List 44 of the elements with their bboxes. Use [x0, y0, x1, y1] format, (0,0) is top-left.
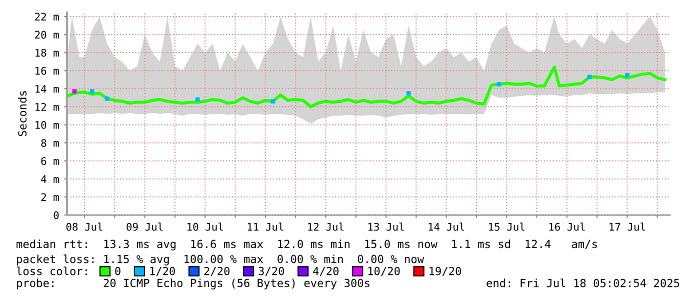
x-tick-label: 08 Jul — [66, 222, 102, 231]
text: probe: 20 ICMP Echo Pings (56 Bytes) every 300s — [17, 278, 370, 290]
text: median rtt: 13.3 ms avg 16.6 ms max 12.0 ms min 15.0 ms now 1.1 ms sd 12.4 am/s — [16, 240, 597, 250]
legend-label: 19/20 — [430, 266, 461, 276]
point — [195, 97, 200, 102]
y-axis-title: Seconds — [18, 91, 27, 136]
text: packet loss: 1.15 % avg 100.00 % max 0.00 % min 0.00 % now — [17, 254, 424, 266]
y-tick-label: 12 m — [36, 102, 59, 111]
legend-label: 10/20 — [368, 266, 400, 276]
point — [625, 72, 630, 78]
x-tick-label: 12 Jul — [308, 222, 344, 231]
legend-title: loss color: — [16, 266, 87, 276]
y-tick-label: 14 m — [36, 85, 59, 93]
x-tick-label: 14 Jul — [428, 222, 464, 231]
y-tick-label: 22 m — [35, 12, 59, 20]
point — [72, 89, 77, 94]
legend-label: 2/20 — [204, 266, 230, 276]
y-tick-label: 8 m — [41, 139, 59, 147]
point — [496, 82, 502, 86]
x-tick-label: 16 Jul — [549, 222, 585, 231]
point — [104, 96, 110, 101]
y-tick-label: 16 m — [36, 66, 59, 75]
y-tick-label: 10 m — [36, 121, 59, 129]
legend-label: 0 — [115, 266, 120, 276]
text: end: Fri Jul 18 05:02:54 2025 — [486, 278, 680, 288]
x-tick-label: 11 Jul — [248, 222, 284, 231]
point — [270, 99, 276, 104]
point — [90, 89, 94, 94]
y-tick-label: 18 m — [36, 48, 59, 57]
x-tick-label: 10 Jul — [188, 222, 223, 231]
x-tick-label: 15 Jul — [489, 222, 524, 231]
legend-label: 1/20 — [150, 266, 175, 276]
x-tick-label: 17 Jul — [610, 222, 646, 231]
x-tick-label: 13 Jul — [368, 222, 404, 231]
legend-label: 3/20 — [258, 266, 284, 276]
point — [406, 91, 411, 96]
legend-label: 4/20 — [313, 266, 339, 276]
y-tick-label: 0 — [54, 211, 59, 220]
y-tick-label: 4 m — [41, 175, 59, 183]
x-tick-label: 09 Jul — [126, 222, 163, 231]
y-tick-label: 2 m — [41, 193, 59, 201]
y-tick-label: 20 m — [35, 30, 59, 39]
y-tick-label: 6 m — [41, 157, 59, 165]
line-series — [67, 66, 666, 108]
